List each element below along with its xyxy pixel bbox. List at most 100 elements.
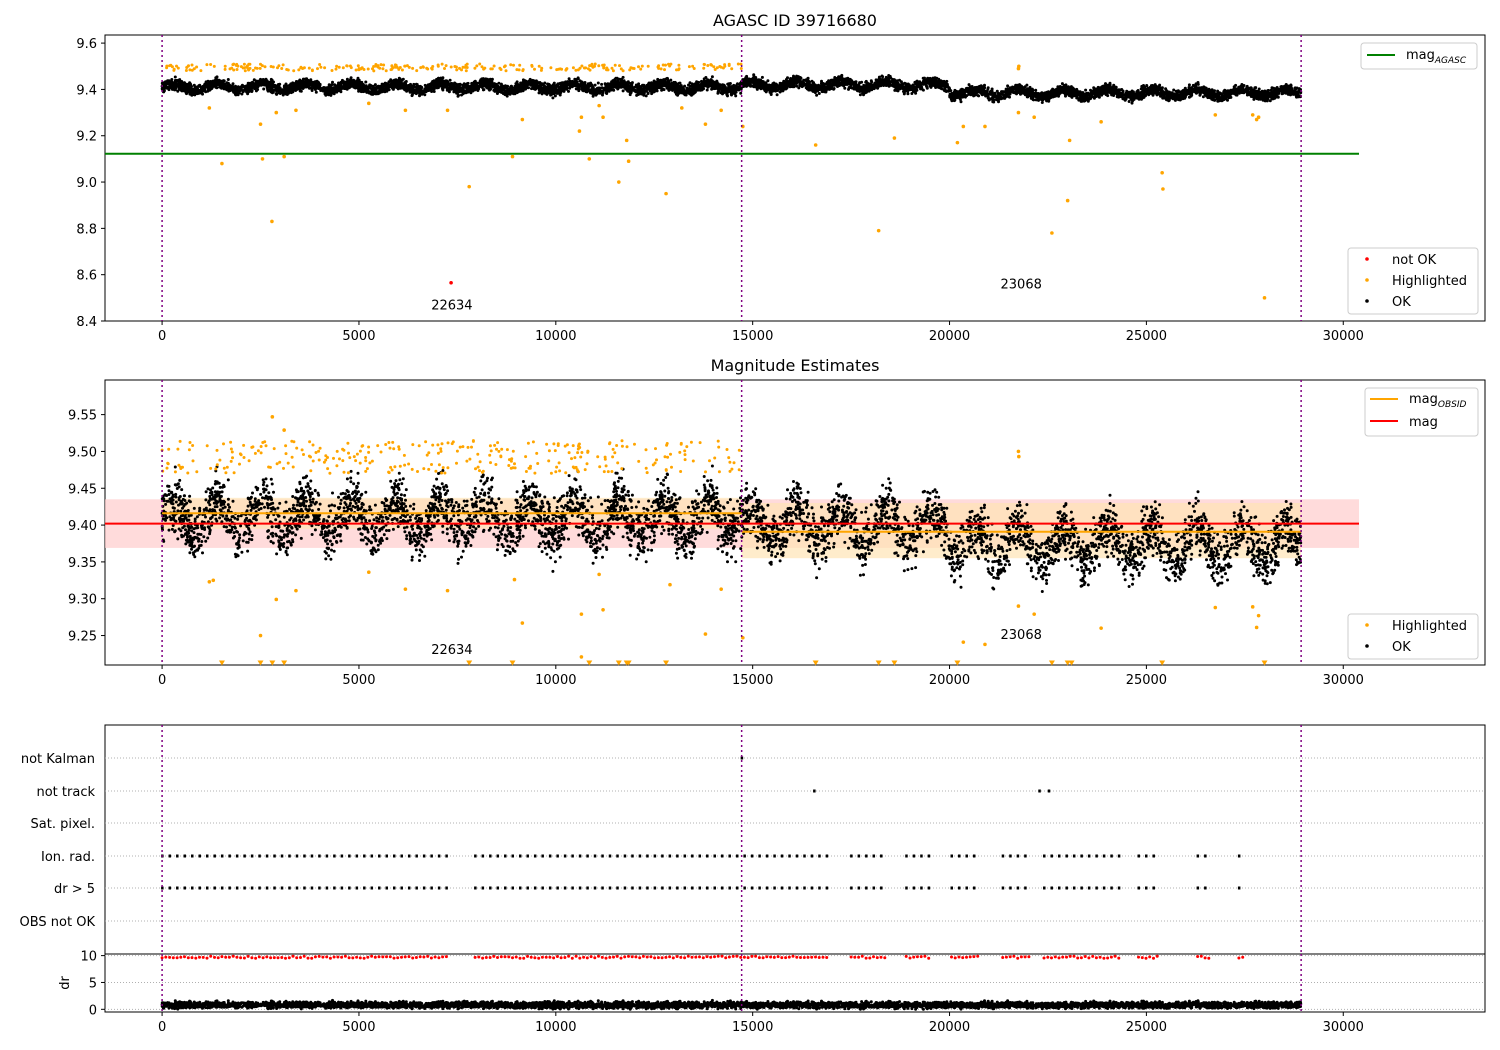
- highlighted-point: [1250, 113, 1255, 117]
- flag-mark: [511, 886, 515, 890]
- flag-mark: [810, 886, 814, 890]
- y-tick-label: 9.40: [68, 519, 97, 534]
- flag-mark: [601, 854, 604, 858]
- x-tick-label: 20000: [929, 673, 970, 688]
- y-tick-label: 9.45: [68, 482, 97, 497]
- flag-mark: [481, 886, 485, 890]
- flag-mark: [310, 854, 314, 858]
- highlighted-point: [597, 572, 601, 577]
- flag-mark: [865, 854, 868, 858]
- flag-mark: [750, 886, 754, 890]
- flag-mark: [1001, 886, 1005, 890]
- highlighted-top-points: [165, 62, 743, 73]
- highlighted-point: [207, 106, 212, 110]
- panel-agasc: AGASC ID 39716680 0 5000 10000 15000 20000 25…: [76, 11, 1486, 344]
- flag-mark: [593, 886, 597, 890]
- flag-mark: [407, 886, 411, 890]
- obsid-annotation: 22634: [431, 643, 472, 658]
- x-tick-label: 5000: [342, 1020, 375, 1035]
- flag-mark: [526, 854, 529, 858]
- highlighted-point: [1256, 613, 1261, 618]
- flag-mark: [198, 886, 201, 890]
- flag-mark: [927, 886, 931, 890]
- flag-mark: [653, 886, 657, 890]
- legend-label-sub: AGASC: [1434, 56, 1467, 66]
- flag-mark: [265, 886, 269, 890]
- flag-mark: [243, 886, 246, 890]
- legend-label-main: mag: [1409, 392, 1438, 407]
- flag-mark: [1050, 886, 1054, 890]
- flag-mark: [706, 854, 709, 858]
- highlighted-point: [520, 117, 525, 122]
- flag-mark: [773, 854, 776, 858]
- flag-mark: [325, 854, 329, 858]
- flag-mark: [385, 854, 389, 858]
- flag-mark: [481, 854, 485, 858]
- highlighted-offscale-marker: [281, 660, 288, 666]
- y-tick-label: 0: [89, 1003, 97, 1018]
- flag-mark: [445, 854, 448, 858]
- flag-mark: [415, 886, 418, 890]
- highlighted-point: [467, 184, 471, 189]
- flag-mark: [638, 886, 642, 890]
- flag-label: OBS not OK: [20, 915, 96, 930]
- flag-mark: [176, 886, 179, 890]
- flag-mark: [1080, 886, 1083, 890]
- flag-mark: [370, 886, 374, 890]
- flag-mark: [571, 854, 574, 858]
- highlighted-offscale-marker: [1068, 660, 1075, 666]
- flag-mark: [601, 886, 604, 890]
- flag-mark: [333, 854, 336, 858]
- legend-label-main: mag: [1406, 48, 1435, 63]
- flag-mark: [773, 886, 776, 890]
- highlighted-offscale-marker: [891, 660, 898, 666]
- legend-label: Highlighted: [1392, 274, 1467, 289]
- flag-mark: [593, 854, 597, 858]
- y-tick-label: 9.4: [76, 83, 97, 98]
- flag-mark: [541, 854, 544, 858]
- flag-mark: [1050, 854, 1054, 858]
- flag-mark: [740, 756, 744, 760]
- highlighted-point: [366, 101, 371, 106]
- flag-mark: [548, 886, 552, 890]
- legend-box: [1347, 613, 1479, 660]
- flag-mark: [1065, 886, 1068, 890]
- highlighted-point: [624, 138, 629, 143]
- flag-mark: [743, 886, 746, 890]
- highlighted-point: [274, 597, 279, 602]
- flag-mark: [713, 886, 716, 890]
- flag-mark: [825, 886, 829, 890]
- flag-mark: [950, 854, 954, 858]
- x-tick-label: 10000: [535, 673, 576, 688]
- flag-mark: [713, 854, 716, 858]
- flag-mark: [407, 854, 411, 858]
- flag-mark: [676, 854, 679, 858]
- legend-box: [1347, 247, 1479, 315]
- highlighted-point: [719, 587, 723, 591]
- highlighted-offscale-marker: [269, 660, 276, 666]
- flag-mark: [1110, 886, 1113, 890]
- y-tick-label: 8.8: [76, 222, 97, 237]
- flag-mark: [213, 854, 216, 858]
- flag-mark: [355, 886, 359, 890]
- flag-mark: [518, 854, 522, 858]
- flag-mark: [474, 854, 477, 858]
- highlighted-point: [1032, 612, 1036, 616]
- highlighted-offscale-marker: [466, 660, 473, 666]
- flag-mark: [661, 854, 664, 858]
- flag-mark: [676, 886, 679, 890]
- y-tick-label: 10: [80, 950, 97, 965]
- flag-mark: [1204, 854, 1207, 858]
- flag-mark: [548, 854, 552, 858]
- flag-mark: [728, 886, 731, 890]
- flag-mark: [265, 854, 269, 858]
- flag-mark: [818, 854, 821, 858]
- flag-mark: [198, 854, 201, 858]
- flag-mark: [813, 789, 816, 793]
- legend-label: OK: [1392, 640, 1411, 655]
- highlighted-offscale-marker: [615, 660, 622, 666]
- flag-mark: [1145, 886, 1148, 890]
- flag-mark: [803, 886, 806, 890]
- flag-mark: [720, 854, 724, 858]
